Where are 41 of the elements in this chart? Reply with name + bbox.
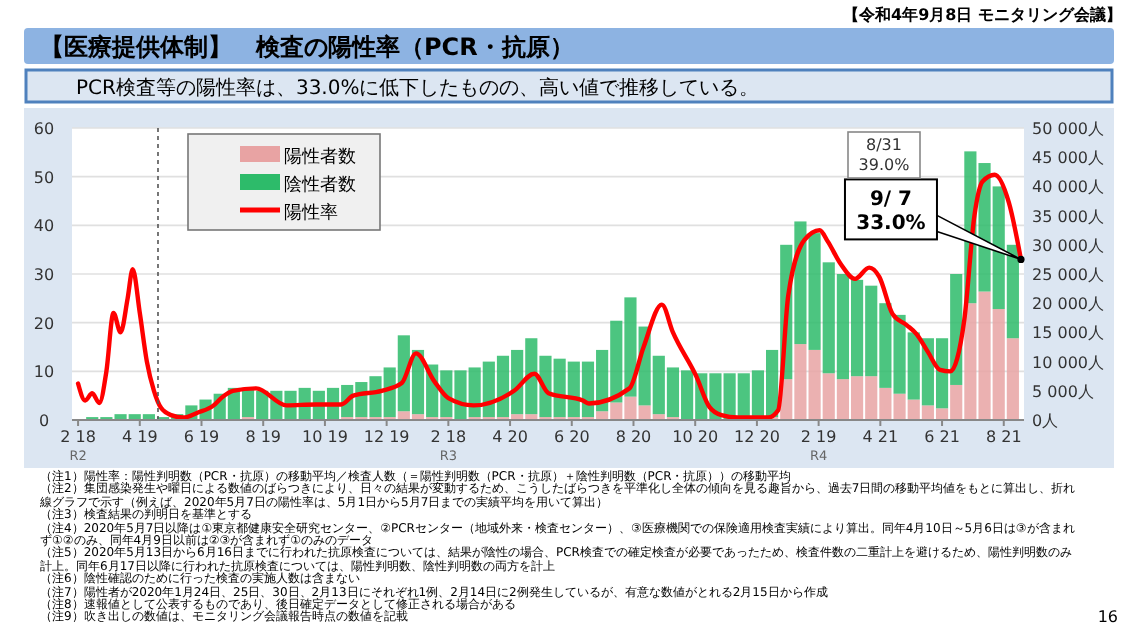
legend-label: 陰性者数 (284, 174, 356, 196)
text: 16 (1097, 607, 1118, 626)
chart-title: 【医療提供体制】 検査の陽性率（PCR・抗原） (40, 33, 574, 61)
y2-tick-label: 40 000人 (1032, 178, 1104, 197)
y2-tick-label: 30 000人 (1032, 236, 1104, 255)
y2-tick-label: 10 000人 (1032, 353, 1104, 372)
text: 【令和4年9月8日 モニタリング会議】 (843, 6, 1122, 24)
x-tick-label: 10 19 (302, 428, 348, 446)
y2-tick-label: 5 000人 (1032, 382, 1094, 401)
y2-tick-label: 45 000人 (1032, 149, 1104, 168)
y-tick-label: 10 (33, 363, 55, 382)
x-tick-label: 8 20 (615, 428, 652, 446)
y-tick-label: 40 (33, 217, 55, 236)
x-tick-label: 4 21 (862, 428, 899, 446)
x-tick-label: 12 19 (363, 428, 410, 446)
y2-tick-label: 25 000人 (1032, 266, 1104, 284)
x-tick-label: 6 20 (553, 428, 590, 446)
y2-tick-label: 35 000人 (1032, 207, 1104, 226)
annotation: 9/ 7 33.0% (856, 189, 926, 236)
y2-tick-label: 15 000人 (1032, 324, 1104, 343)
y-tick-label: 60 (33, 120, 55, 138)
x-tick-label: 8 19 (245, 428, 282, 446)
x-tick-label: 8 21 (985, 428, 1022, 446)
y2-tick-label: 20 000人 (1032, 295, 1104, 314)
y2-tick-label: 50 000人 (1032, 120, 1104, 138)
y-tick-label: 20 (33, 314, 55, 333)
legend-label: 陽性率 (284, 202, 338, 224)
x-tick-label: 6 19 (183, 428, 220, 446)
legend-label: 陽性者数 (284, 146, 356, 168)
x-tick-label: 4 20 (492, 428, 528, 446)
x-tick-label: 4 19 (121, 428, 158, 446)
y-tick-label: 30 (33, 266, 55, 284)
line-series (75, 172, 1025, 420)
x-tick-label: 6 21 (924, 428, 960, 446)
x-tick-label: 12 20 (734, 428, 780, 446)
x-tick-label: 10 20 (672, 428, 719, 446)
y-tick-label: 0 (38, 412, 50, 430)
chart-subtitle: PCR検査等の陽性率は、33.0%に低下したものの、高い値で推移している。 (76, 76, 760, 100)
annotation: 8/31 39.0% (858, 136, 911, 174)
y2-tick-label: 0人 (1032, 412, 1059, 430)
y-tick-label: 50 (33, 168, 55, 187)
